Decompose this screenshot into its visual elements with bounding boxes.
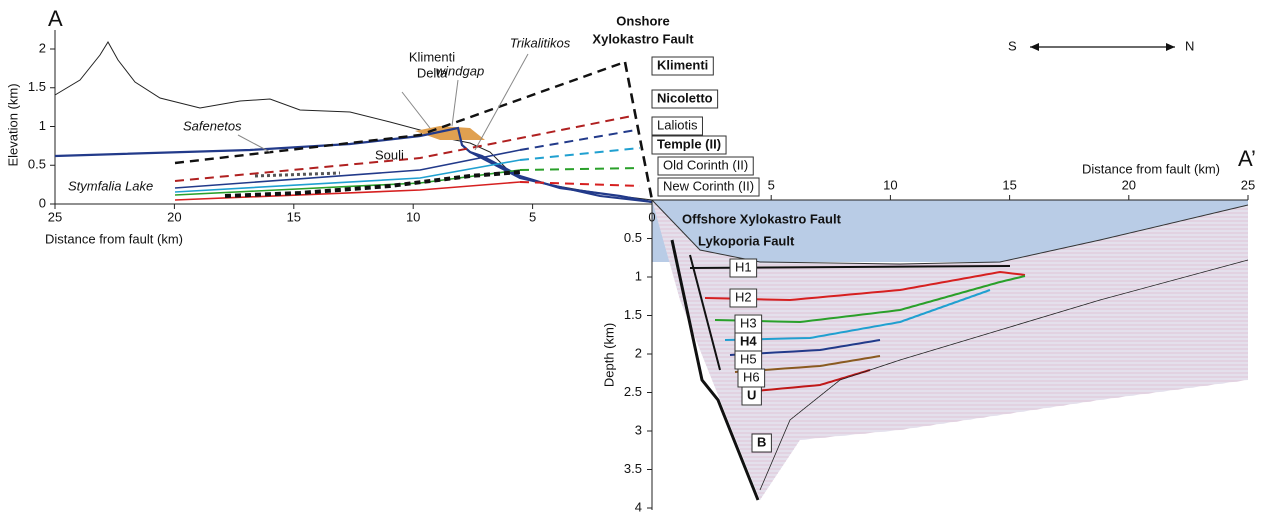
place-label: Souli [375, 147, 404, 162]
x-axis-title: Distance from fault (km) [45, 231, 183, 246]
box-label: Laliotis [657, 117, 698, 132]
label-box [657, 156, 754, 176]
terrace-projection [519, 167, 641, 171]
box-label: New Corinth (II) [663, 178, 754, 193]
terrace-projection [519, 181, 641, 187]
label-box [729, 288, 758, 308]
horizon [744, 369, 871, 393]
y-tick-label: 0.5 [624, 230, 642, 245]
y-tick-label: 4 [635, 499, 642, 514]
place-label: Safenetos [183, 118, 242, 133]
onshore-fault [623, 61, 654, 201]
box-label: B [757, 434, 766, 449]
terrace-projection [519, 147, 641, 161]
x-tick-label: 25 [48, 209, 62, 224]
y-tick-label: 2.5 [624, 384, 642, 399]
y-axis-title: Depth (km) [601, 323, 616, 387]
y-tick-label: 0 [39, 195, 46, 210]
compass-north: N [1185, 38, 1194, 53]
terrace-projection [174, 115, 633, 182]
place-label: Delta [417, 65, 448, 80]
sample-points [224, 170, 521, 198]
fault-trace [689, 254, 721, 371]
y-tick-label: 1.5 [28, 79, 46, 94]
panel-label: A [48, 6, 63, 31]
y-tick-label: 3 [635, 422, 642, 437]
terrace-labels: Klimenti Nicoletto Laliotis Temple (II) Old … [651, 56, 760, 197]
fault-trace [670, 239, 760, 501]
label-box [651, 116, 703, 136]
label-box [651, 56, 714, 76]
x-tick-label: 15 [1002, 177, 1016, 192]
leader [474, 53, 529, 151]
panel-label: A’ [1238, 146, 1256, 171]
box-label: H3 [740, 315, 757, 330]
label-box [657, 177, 760, 197]
y-tick-label: 1.5 [624, 307, 642, 322]
x-tick-label: 5 [529, 209, 536, 224]
x-tick-label: 15 [287, 209, 301, 224]
y-tick-label: 2 [635, 345, 642, 360]
fault-label: Onshore [616, 13, 669, 28]
box-label: Temple (II) [657, 136, 721, 151]
box-label: H6 [743, 369, 760, 384]
basement [759, 259, 1249, 491]
seismic-image [652, 200, 1248, 500]
y-tick-label: 3.5 [624, 461, 642, 476]
terrace-projection [519, 129, 637, 151]
box-label: Old Corinth (II) [663, 157, 748, 172]
y-tick-label: 0.5 [28, 157, 46, 172]
fault-label: Xylokastro Fault [592, 31, 694, 46]
sample-points [254, 171, 341, 178]
x-axis-title: Distance from fault (km) [1082, 161, 1220, 176]
box-label: Nicoletto [657, 90, 713, 105]
horizon [704, 270, 1026, 302]
place-label: Klimenti [409, 49, 455, 64]
horizon-labels: H1 H2 H3 H4 H5 H6 U B [729, 258, 772, 453]
box-label: U [747, 387, 756, 402]
terrace-line [174, 149, 521, 189]
seafloor [651, 199, 1249, 265]
leader [237, 134, 271, 153]
place-label: windgap [436, 63, 484, 78]
label-box [651, 135, 727, 155]
place-label: Stymfalia Lake [68, 178, 153, 193]
y-tick-label: 1 [39, 118, 46, 133]
label-box [751, 433, 772, 453]
section-axes [651, 199, 1248, 510]
place-label: Trikalitikos [510, 35, 571, 50]
box-label: Klimenti [657, 57, 708, 72]
label-box [741, 386, 762, 406]
horizon [714, 275, 1026, 324]
box-label: H4 [740, 333, 757, 348]
x-tick-label: 20 [167, 209, 181, 224]
box-label: H2 [735, 289, 752, 304]
compass-south: S [1008, 38, 1017, 53]
x-tick-label: 20 [1122, 177, 1136, 192]
fault-label: Offshore Xylokastro Fault [682, 211, 842, 226]
label-box [651, 89, 719, 109]
box-label: H1 [735, 259, 752, 274]
leader [451, 79, 459, 127]
y-tick-label: 2 [39, 40, 46, 55]
horizon [724, 289, 991, 341]
label-box [729, 258, 758, 278]
fault-label: Lykoporia Fault [698, 233, 795, 248]
x-tick-label: 5 [768, 177, 775, 192]
profile-axes [54, 30, 652, 205]
x-tick-label: 0 [648, 209, 655, 224]
delta-deposit [415, 126, 485, 140]
topography [54, 41, 653, 201]
terrace-projection [174, 60, 626, 165]
box-label: H5 [740, 351, 757, 366]
x-tick-label: 10 [406, 209, 420, 224]
x-tick-label: 25 [1241, 177, 1255, 192]
y-tick-label: 1 [635, 268, 642, 283]
x-tick-label: 10 [883, 177, 897, 192]
terrace-line [174, 159, 521, 193]
leader [401, 91, 431, 129]
y-axis-title: Elevation (km) [5, 83, 20, 166]
